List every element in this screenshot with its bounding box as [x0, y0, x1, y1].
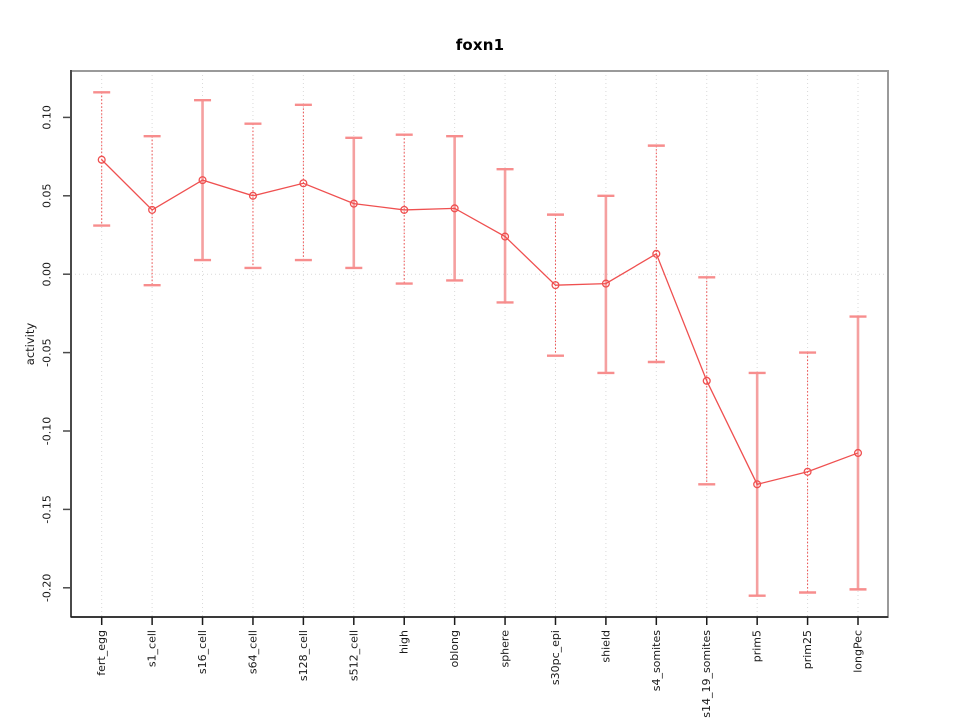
x-tick-label-prim25: prim25: [801, 630, 814, 669]
data-point-s16_cell: [198, 176, 207, 185]
chart-title: foxn1: [455, 36, 505, 54]
data-point-s128_cell: [299, 179, 308, 188]
x-tick-label-s1_cell: s1_cell: [146, 630, 159, 667]
x-tick-label-oblong: oblong: [448, 630, 461, 667]
x-tick-label-sphere: sphere: [499, 630, 512, 668]
y-tick-label--0.05: -0.05: [41, 338, 54, 366]
x-tick-label-longPec: longPec: [852, 630, 865, 673]
data-point-fert_egg: [97, 155, 106, 164]
data-point-prim25: [803, 467, 812, 476]
x-tick-label-s4_somites: s4_somites: [650, 630, 663, 692]
data-point-s30pc_epi: [551, 281, 560, 290]
data-point-prim5: [753, 480, 762, 489]
data-point-oblong: [450, 204, 459, 213]
x-tick-label-shield: shield: [599, 630, 612, 663]
x-tick-label-s64_cell: s64_cell: [246, 630, 259, 674]
y-tick-label-0.10: 0.10: [41, 105, 54, 129]
y-tick-label--0.10: -0.10: [41, 417, 54, 445]
data-point-longPec: [853, 448, 863, 458]
x-tick-label-s16_cell: s16_cell: [196, 630, 209, 674]
y-tick-label-0.05: 0.05: [41, 184, 54, 209]
data-point-s4_somites: [652, 249, 661, 258]
y-tick-label--0.20: -0.20: [41, 574, 54, 602]
data-point-s1_cell: [148, 205, 157, 214]
x-tick-label-high: high: [398, 630, 411, 654]
data-point-s14_19_somites: [702, 376, 711, 385]
x-tick-label-s128_cell: s128_cell: [297, 630, 310, 681]
data-point-high: [400, 205, 409, 214]
x-tick-label-s30pc_epi: s30pc_epi: [549, 630, 562, 685]
y-tick-label--0.15: -0.15: [41, 495, 54, 523]
plot-box: [70, 70, 889, 618]
data-point-s512_cell: [349, 199, 358, 208]
x-tick-label-fert_egg: fert_egg: [95, 630, 108, 676]
data-point-sphere: [501, 232, 510, 241]
x-tick-label-s512_cell: s512_cell: [347, 630, 360, 681]
x-tick-label-s14_19_somites: s14_19_somites: [700, 630, 713, 718]
data-point-s64_cell: [248, 191, 258, 200]
data-point-shield: [601, 279, 610, 288]
series-line: [101, 159, 859, 486]
y-tick-label-0.00: 0.00: [41, 262, 54, 287]
x-tick-label-prim5: prim5: [751, 630, 764, 662]
